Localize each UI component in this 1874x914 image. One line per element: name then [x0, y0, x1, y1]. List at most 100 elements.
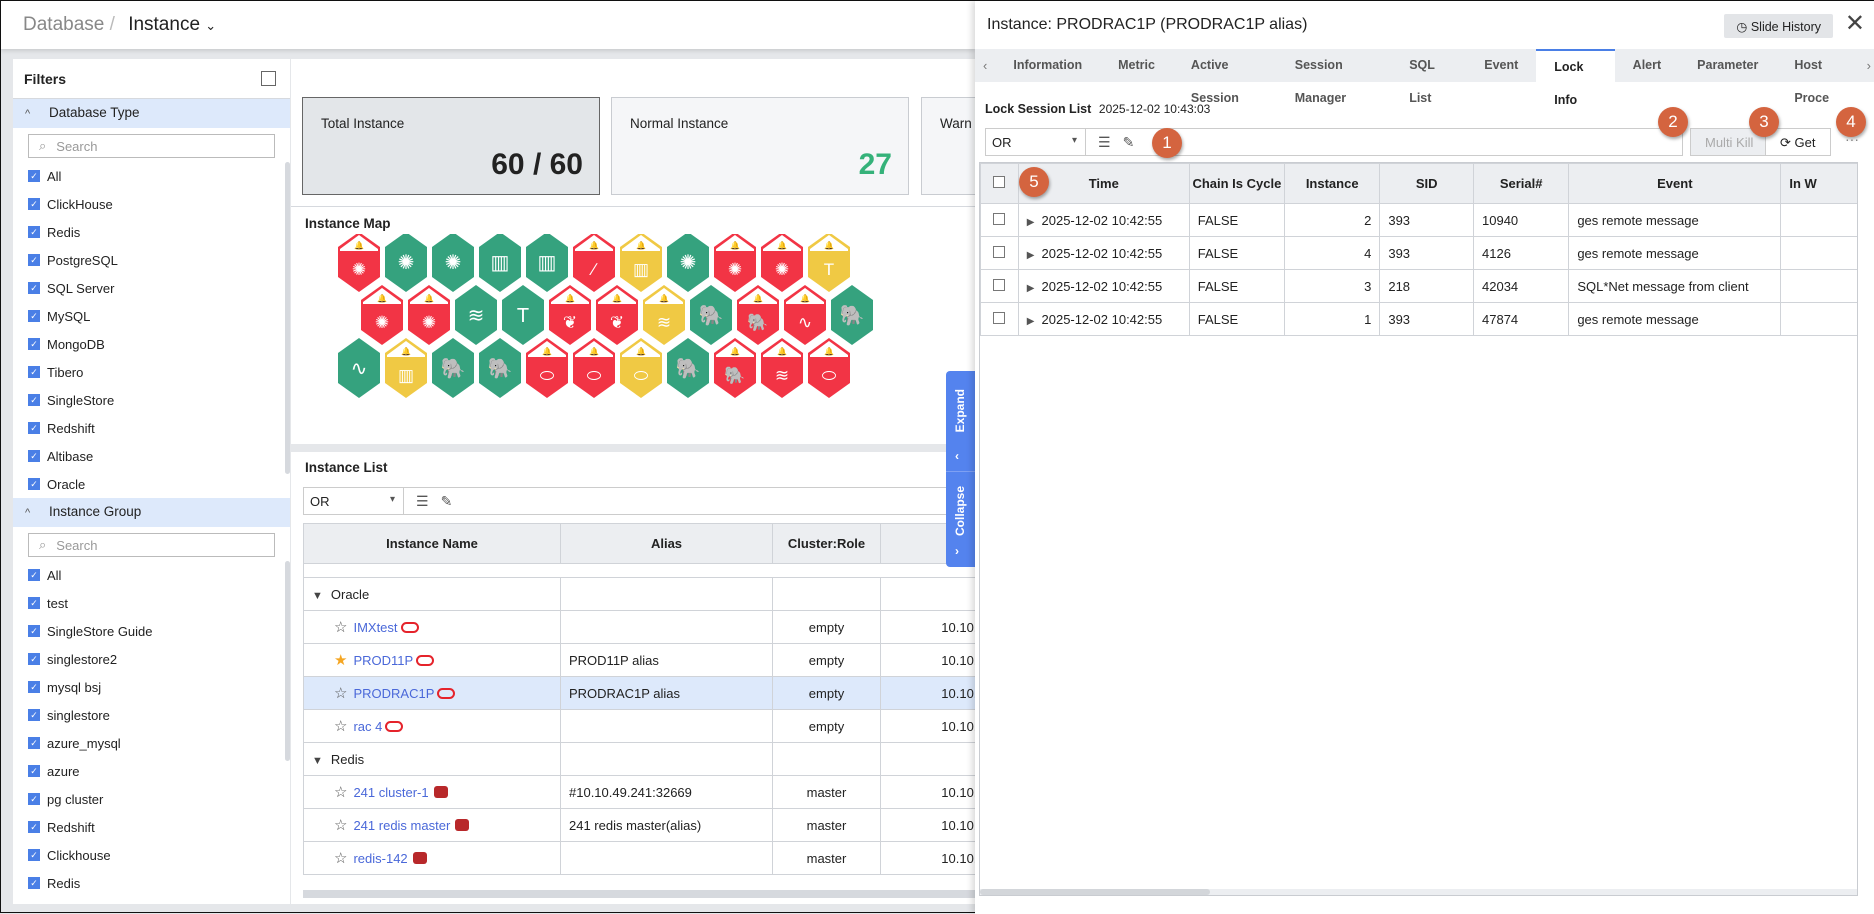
- star-icon[interactable]: ☆: [334, 784, 348, 801]
- star-icon[interactable]: ☆: [334, 685, 348, 702]
- instance-hex-postgresql[interactable]: 🐘: [667, 338, 709, 398]
- instance-hex-clickhouse[interactable]: 🔔✺: [714, 234, 756, 292]
- horizontal-scrollbar[interactable]: [303, 890, 975, 898]
- instance-group-search-input[interactable]: ⌕ Search: [28, 533, 275, 557]
- instance-hex-singlestore[interactable]: 🔔▥: [620, 234, 662, 292]
- row-checkbox[interactable]: [993, 311, 1006, 324]
- caret-down-icon[interactable]: ▼: [312, 754, 323, 767]
- instance-hex-postgresql[interactable]: 🐘: [479, 338, 521, 398]
- instance-hex-clickhouse[interactable]: 🔔✺: [408, 285, 450, 345]
- tab-information[interactable]: Information: [1013, 58, 1083, 72]
- filter-checkbox-item[interactable]: ✓ MySQL: [13, 302, 290, 330]
- expand-row-icon[interactable]: ▶: [1026, 249, 1035, 261]
- instance-hex-clickhouse[interactable]: ✺: [385, 234, 427, 292]
- instance-hex-redis[interactable]: ≋: [455, 285, 497, 345]
- tab-event[interactable]: Event: [1484, 58, 1519, 72]
- filter-checkbox-item[interactable]: ✓ singlestore2: [13, 645, 290, 673]
- instance-hex-postgresql[interactable]: 🔔🐘: [714, 338, 756, 398]
- instance-hex-clickhouse[interactable]: 🔔✺: [338, 234, 380, 292]
- collapse-button[interactable]: Collapse ›: [946, 472, 975, 567]
- instance-hex-oracle[interactable]: 🔔⬭: [526, 338, 568, 398]
- column-header[interactable]: Serial#: [1473, 163, 1570, 204]
- instance-hex-redis[interactable]: 🔔≋: [643, 285, 685, 345]
- tab-sql-list[interactable]: SQL List: [1409, 58, 1435, 105]
- instance-hex-tibero[interactable]: 🔔T: [808, 234, 850, 292]
- checkbox-checked-icon[interactable]: ✓: [28, 338, 40, 350]
- row-checkbox[interactable]: [993, 278, 1006, 291]
- instance-hex-postgresql[interactable]: 🐘: [690, 285, 732, 345]
- get-button[interactable]: ⟳ Get: [1765, 128, 1831, 156]
- instance-hex-oracle[interactable]: 🔔⬭: [620, 338, 662, 398]
- filter-checkbox-item[interactable]: ✓ Tibero: [13, 358, 290, 386]
- checkbox-checked-icon[interactable]: ✓: [28, 737, 40, 749]
- instance-name-link[interactable]: PRODRAC1P: [353, 686, 435, 701]
- normal-instance-card[interactable]: Normal Instance 27: [611, 97, 909, 195]
- instance-hex-singlestore[interactable]: ▥: [526, 234, 568, 292]
- checkbox-checked-icon[interactable]: ✓: [28, 226, 40, 238]
- collapse-sidebar-icon[interactable]: [261, 71, 276, 86]
- instance-hex-redis[interactable]: 🔔≋: [761, 338, 803, 398]
- instance-hex-singlestore[interactable]: 🔔▥: [385, 338, 427, 398]
- instance-hex-postgresql[interactable]: 🐘: [432, 338, 474, 398]
- filter-checkbox-item[interactable]: ✓ SQL Server: [13, 274, 290, 302]
- slide-history-button[interactable]: ◷ Slide History: [1724, 14, 1833, 38]
- expand-row-icon[interactable]: ▶: [1026, 315, 1035, 327]
- column-header[interactable]: In W: [1780, 163, 1857, 204]
- tab-active-session[interactable]: Active Session: [1190, 58, 1239, 105]
- group-row[interactable]: ▼ Oracle: [303, 577, 975, 611]
- table-row[interactable]: ▶ 2025-12-02 10:42:55 FALSE 2 393 10940 ges re…: [980, 203, 1857, 237]
- instance-hex-mongodb[interactable]: 🔔❦: [549, 285, 591, 345]
- tab-alert[interactable]: Alert: [1632, 58, 1662, 72]
- checkbox-checked-icon[interactable]: ✓: [28, 198, 40, 210]
- checkbox-checked-icon[interactable]: ✓: [28, 625, 40, 637]
- group-row[interactable]: ▼ Redis: [303, 742, 975, 776]
- instance-hex-postgresql[interactable]: 🔔🐘: [737, 285, 779, 345]
- filter-checkbox-item[interactable]: ✓ ClickHouse: [13, 190, 290, 218]
- filter-operator-select[interactable]: OR: [304, 488, 404, 514]
- instance-name-link[interactable]: redis-142: [353, 851, 408, 866]
- filter-checkbox-item[interactable]: ✓ singlestore: [13, 701, 290, 729]
- row-checkbox[interactable]: [993, 245, 1006, 258]
- instance-hex-postgresql[interactable]: 🐘: [831, 285, 873, 345]
- instance-hex-clickhouse[interactable]: 🔔✺: [761, 234, 803, 292]
- filter-checkbox-item[interactable]: ✓ Redis: [13, 218, 290, 246]
- expand-row-icon[interactable]: ▶: [1026, 216, 1035, 228]
- star-icon[interactable]: ☆: [334, 619, 348, 636]
- scrollbar-thumb[interactable]: [980, 889, 1210, 895]
- checkbox-checked-icon[interactable]: ✓: [28, 282, 40, 294]
- filter-checkbox-item[interactable]: ✓ azure_mysql: [13, 729, 290, 757]
- expand-button[interactable]: Expand ‹: [946, 371, 975, 471]
- checkbox-checked-icon[interactable]: ✓: [28, 450, 40, 462]
- instance-hex-clickhouse[interactable]: ✺: [667, 234, 709, 292]
- tab-parameter[interactable]: Parameter: [1697, 58, 1759, 72]
- column-header[interactable]: Cluster:Role: [772, 523, 881, 564]
- filter-checkbox-item[interactable]: ✓ pg cluster: [13, 785, 290, 813]
- instance-name-link[interactable]: PROD11P: [353, 653, 414, 668]
- checkbox-checked-icon[interactable]: ✓: [28, 569, 40, 581]
- star-icon[interactable]: ☆: [334, 718, 348, 735]
- checkbox-checked-icon[interactable]: ✓: [28, 170, 40, 182]
- star-icon[interactable]: ☆: [334, 850, 348, 867]
- table-row[interactable]: ▶ 2025-12-02 10:42:55 FALSE 3 218 42034 SQL*Ne…: [980, 269, 1857, 303]
- instance-hex-clickhouse[interactable]: ✺: [432, 234, 474, 292]
- star-filled-icon[interactable]: ★: [334, 652, 348, 669]
- filter-checkbox-item[interactable]: ✓ Oracle: [13, 470, 290, 498]
- filter-checkbox-item[interactable]: ✓ Altibase: [13, 442, 290, 470]
- checkbox-checked-icon[interactable]: ✓: [28, 709, 40, 721]
- checkbox-checked-icon[interactable]: ✓: [28, 849, 40, 861]
- instance-hex-oracle[interactable]: 🔔⬭: [573, 338, 615, 398]
- filter-checkbox-item[interactable]: ✓ Redshift: [13, 414, 290, 442]
- checkbox-checked-icon[interactable]: ✓: [28, 597, 40, 609]
- instance-hex-clickhouse[interactable]: 🔔✺: [361, 285, 403, 345]
- db-type-search-input[interactable]: ⌕ Search: [28, 134, 275, 158]
- checkbox-checked-icon[interactable]: ✓: [28, 765, 40, 777]
- filter-checkbox-item[interactable]: ✓ All: [13, 162, 290, 190]
- column-header[interactable]: Chain Is Cycle: [1188, 163, 1286, 204]
- instance-name-link[interactable]: IMXtest: [353, 620, 398, 635]
- checkbox-checked-icon[interactable]: ✓: [28, 877, 40, 889]
- multi-kill-button[interactable]: Multi Kill: [1690, 128, 1769, 156]
- scrollbar[interactable]: [285, 561, 290, 761]
- checkbox-checked-icon[interactable]: ✓: [28, 681, 40, 693]
